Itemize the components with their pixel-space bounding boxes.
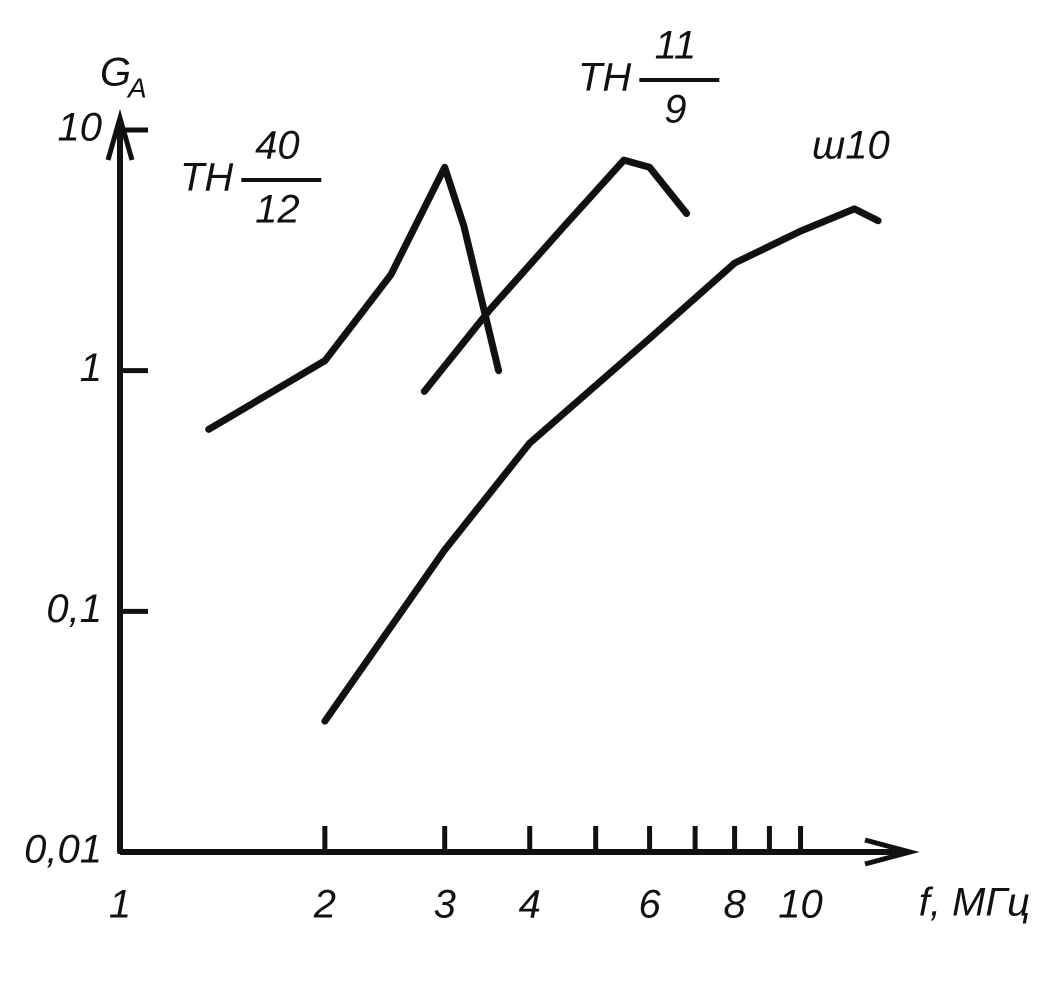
x-tick-label: 4 <box>519 883 541 927</box>
line <box>321 205 882 725</box>
legend-label: ш10 <box>812 124 890 168</box>
legend-label-num: 40 <box>255 124 300 168</box>
y-arrow <box>105 108 135 161</box>
y-tick-label: 10 <box>58 106 103 150</box>
y-label: G <box>100 51 131 95</box>
x-tick-label: 3 <box>434 883 456 927</box>
y-tick-label: 0,1 <box>46 587 102 631</box>
legend-label: ТН <box>578 56 631 100</box>
y-tick-label: 0,01 <box>24 828 102 872</box>
legend-label-den: 12 <box>255 188 300 232</box>
x-tick-label: 6 <box>638 883 661 927</box>
x-tick-label: 10 <box>778 883 823 927</box>
line <box>205 163 503 433</box>
y-label-sub: A <box>126 72 147 103</box>
legend-label-num: 11 <box>655 24 697 68</box>
x-label: f, МГц <box>919 881 1030 925</box>
x-tick-label: 2 <box>313 883 336 927</box>
legend-label-den: 9 <box>664 88 686 132</box>
x-arrow <box>864 837 920 867</box>
x-tick-label: 8 <box>723 883 746 927</box>
x-tick-label: 1 <box>109 883 131 927</box>
y-tick-label: 1 <box>80 346 102 390</box>
line <box>420 156 691 395</box>
legend-label: ТН <box>180 156 233 200</box>
